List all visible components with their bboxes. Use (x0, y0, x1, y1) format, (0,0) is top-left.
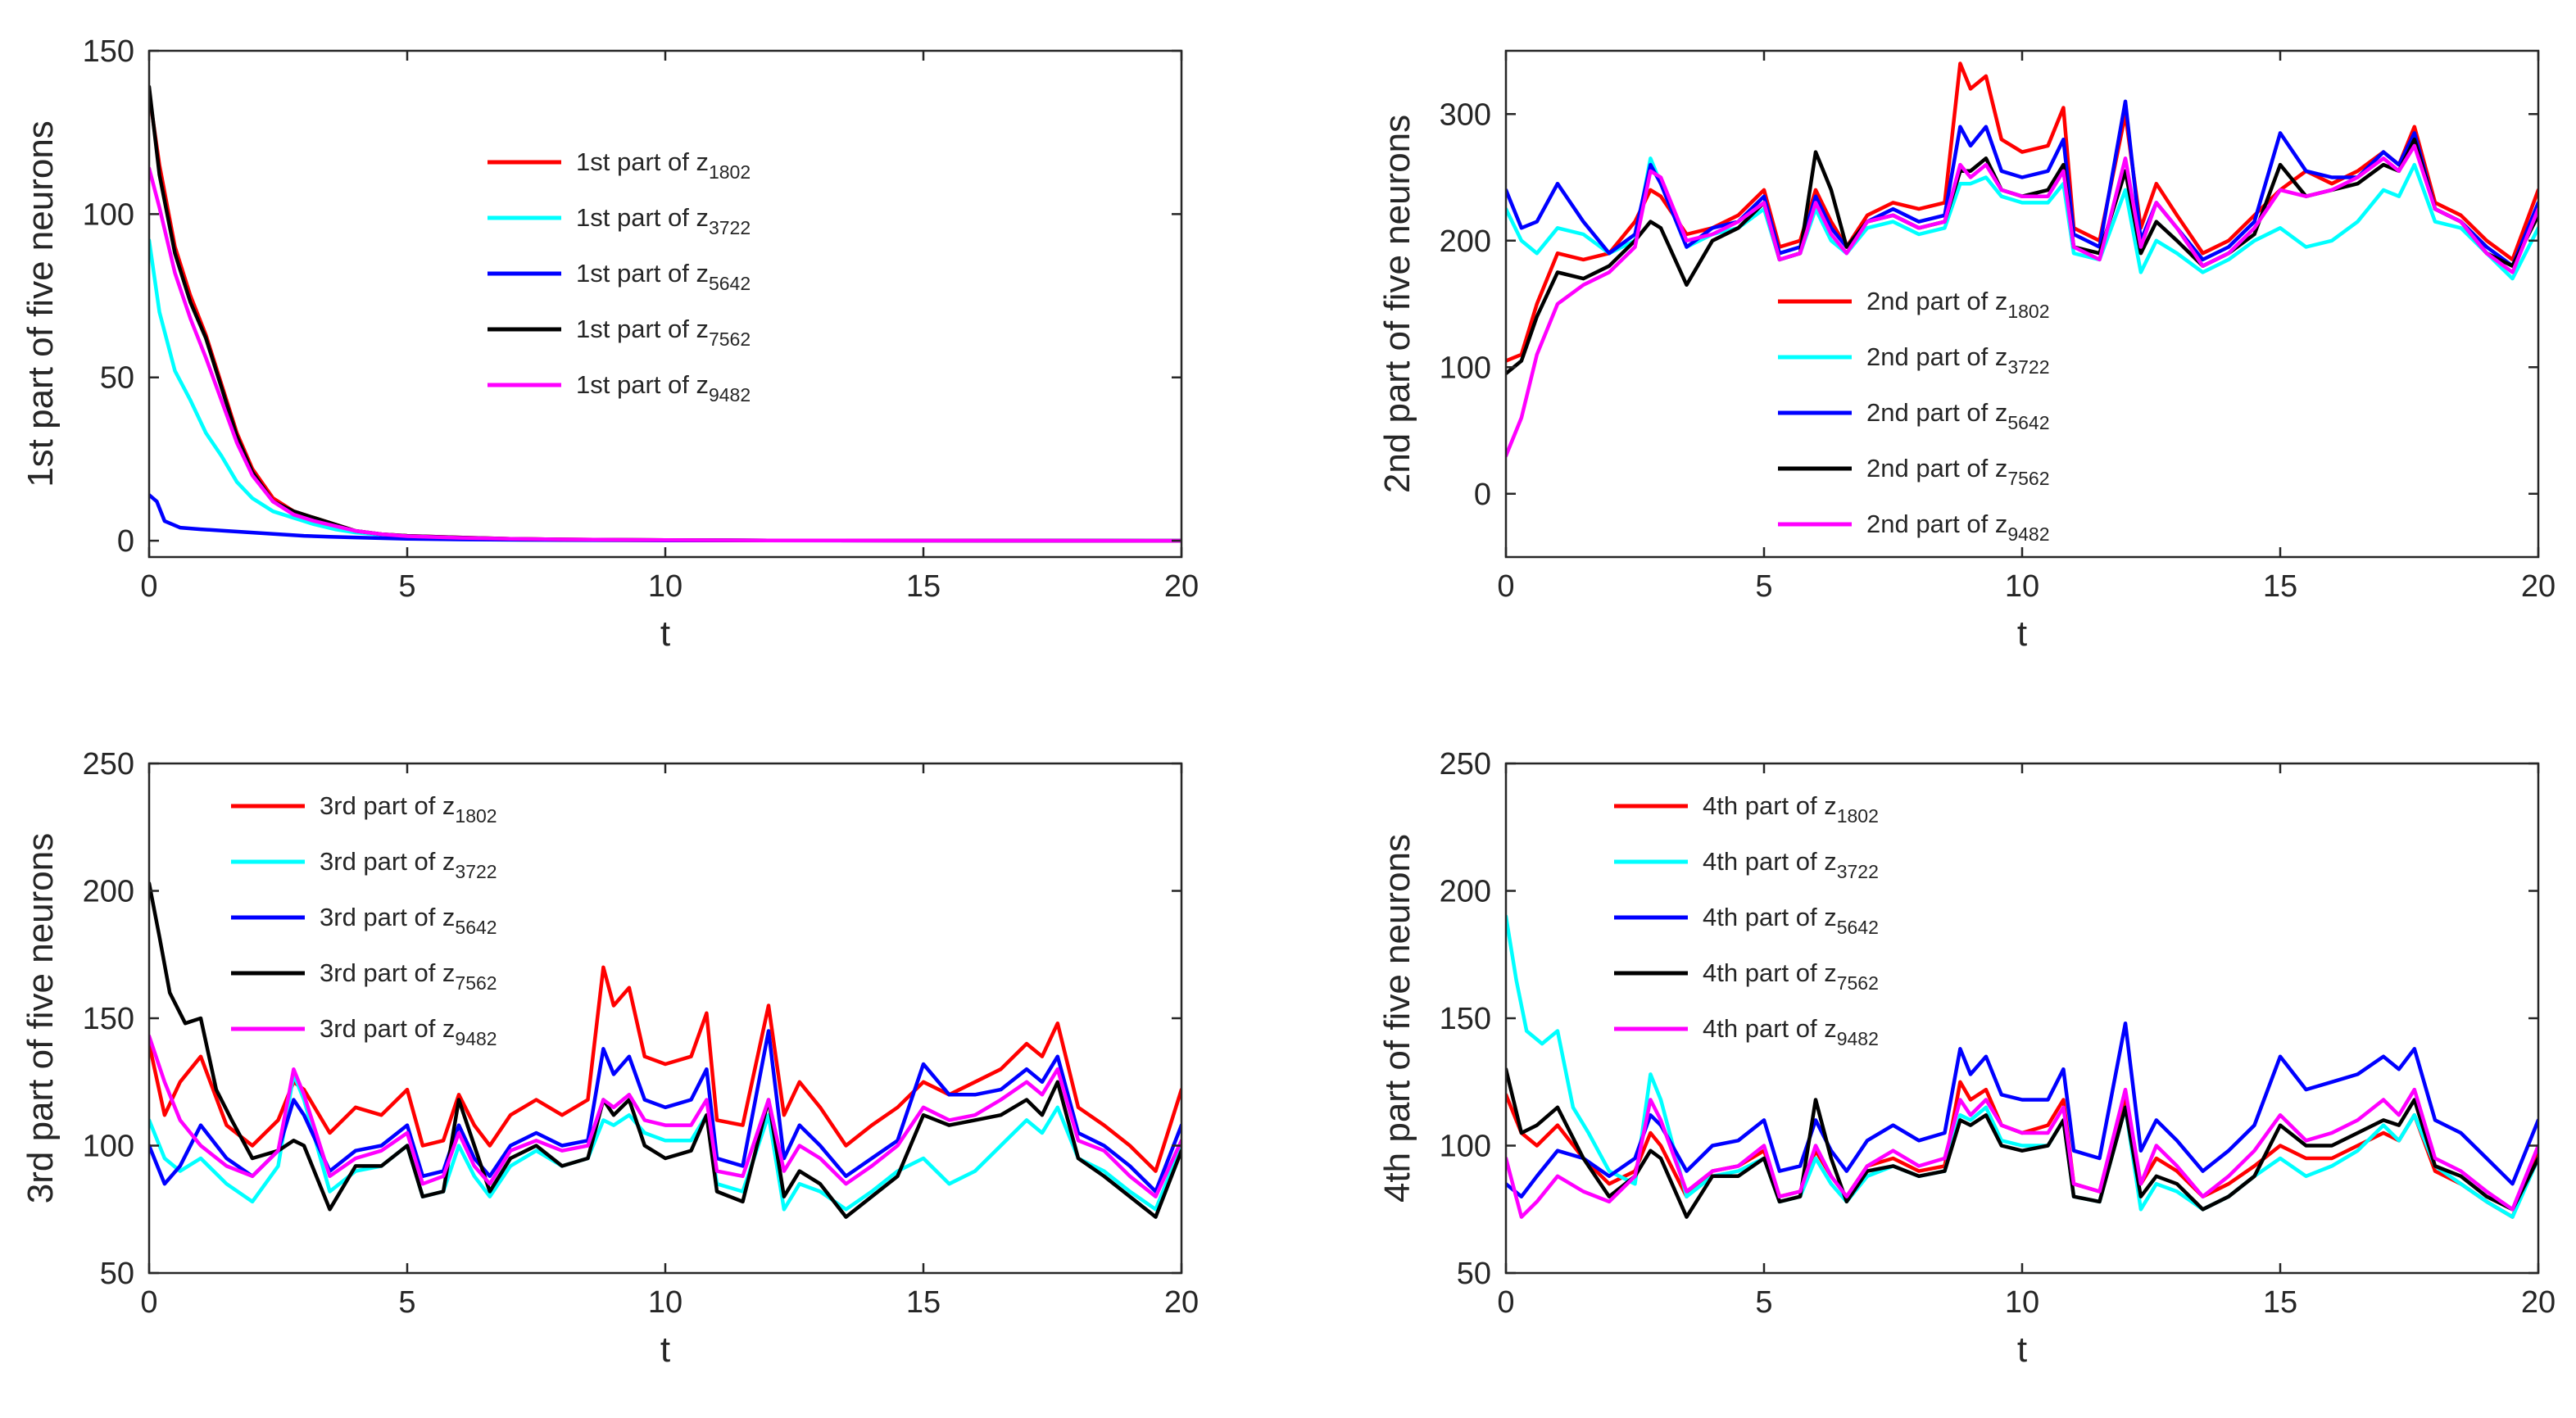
x-tick-label: 5 (398, 1285, 415, 1320)
x-axis-title: t (660, 1330, 670, 1370)
legend-entry-z5642: 2nd part of z5642 (1866, 398, 2050, 433)
y-tick-label: 150 (83, 1002, 134, 1036)
axes-box (147, 49, 1183, 559)
y-tick-label: 200 (83, 875, 134, 909)
x-tick-label: 0 (1497, 1285, 1514, 1320)
legend-entry-z3722: 4th part of z3722 (1703, 847, 1879, 882)
x-tick-label: 5 (1755, 1285, 1772, 1320)
y-tick-label: 100 (83, 197, 134, 232)
series-line-z5642 (149, 1029, 1181, 1194)
legend: 3rd part of z1802 3rd part of z3722 3rd pa… (231, 791, 497, 1049)
y-tick-label: 150 (1440, 1002, 1491, 1036)
x-tick-label: 0 (1497, 569, 1514, 604)
x-tick-label: 10 (2005, 569, 2039, 604)
x-tick-label: 0 (140, 569, 157, 604)
series-line-z9482 (1506, 143, 2538, 458)
series-line-z3722 (1506, 914, 2538, 1219)
legend-entry-z7562: 2nd part of z7562 (1866, 454, 2050, 489)
legend-entry-z1802: 3rd part of z1802 (320, 791, 497, 827)
legend-entry-z5642: 1st part of z5642 (576, 259, 751, 294)
y-tick-label: 200 (1440, 875, 1491, 909)
series-lines (1506, 914, 2538, 1219)
x-tick-label: 5 (398, 569, 415, 604)
y-tick-label: 50 (100, 361, 134, 396)
series-lines (149, 84, 1181, 543)
axes-box (1504, 762, 2540, 1275)
x-axis-title: t (660, 614, 670, 654)
series-line-z5642 (1506, 99, 2538, 268)
x-tick-label: 10 (648, 569, 683, 604)
x-tick-label: 5 (1755, 569, 1772, 604)
x-tick-label: 15 (906, 569, 941, 604)
x-tick-label: 15 (2263, 1285, 2297, 1320)
series-line-z1802 (1506, 1080, 2538, 1219)
legend-entry-z9482: 3rd part of z9482 (320, 1014, 497, 1049)
series-line-z7562 (1506, 1067, 2538, 1219)
x-tick-label: 15 (906, 1285, 941, 1320)
legend: 1st part of z1802 1st part of z3722 1st pa… (488, 147, 751, 405)
series-line-z7562 (149, 881, 1181, 1219)
legend: 4th part of z1802 4th part of z3722 4th pa… (1614, 791, 1879, 1049)
series-line-z1802 (1506, 61, 2538, 363)
series-line-z7562 (1506, 137, 2538, 376)
series-line-z5642 (1506, 1021, 2538, 1198)
y-axis-title: 4th part of five neurons (1377, 834, 1417, 1203)
y-tick-label: 0 (117, 524, 134, 559)
y-tick-label: 300 (1440, 97, 1491, 132)
legend-entry-z9482: 2nd part of z9482 (1866, 510, 2050, 545)
x-tick-label: 20 (1164, 1285, 1199, 1320)
series-line-z1802 (149, 965, 1181, 1173)
legend: 2nd part of z1802 2nd part of z3722 2nd pa… (1778, 287, 2050, 545)
x-axis-title: t (2017, 614, 2027, 654)
x-tick-label: 20 (1164, 569, 1199, 604)
y-tick-label: 100 (1440, 351, 1491, 385)
y-tick-label: 100 (83, 1130, 134, 1164)
y-tick-label: 250 (1440, 747, 1491, 781)
x-axis-title: t (2017, 1330, 2027, 1370)
y-tick-label: 150 (83, 34, 134, 69)
legend-entry-z3722: 2nd part of z3722 (1866, 342, 2050, 378)
y-axis-title: 3rd part of five neurons (20, 833, 61, 1203)
legend-entry-z1802: 1st part of z1802 (576, 147, 751, 183)
series-line-z9482 (1506, 1087, 2538, 1219)
axes-box (147, 762, 1183, 1275)
legend-entry-z7562: 4th part of z7562 (1703, 958, 1879, 994)
series-lines (149, 881, 1181, 1219)
series-line-z9482 (149, 166, 1181, 543)
legend-entry-z3722: 3rd part of z3722 (320, 847, 497, 882)
series-line-z9482 (149, 1034, 1181, 1198)
y-tick-label: 200 (1440, 224, 1491, 259)
x-tick-label: 15 (2263, 569, 2297, 604)
y-tick-label: 50 (100, 1257, 134, 1291)
y-tick-label: 0 (1474, 478, 1491, 512)
legend-entry-z5642: 4th part of z5642 (1703, 903, 1879, 938)
y-tick-label: 50 (1457, 1257, 1491, 1291)
legend-entry-z7562: 1st part of z7562 (576, 315, 751, 350)
x-tick-label: 10 (648, 1285, 683, 1320)
x-tick-label: 20 (2521, 569, 2556, 604)
x-tick-label: 10 (2005, 1285, 2039, 1320)
x-tick-label: 20 (2521, 1285, 2556, 1320)
legend-entry-z9482: 4th part of z9482 (1703, 1014, 1879, 1049)
x-tick-label: 0 (140, 1285, 157, 1320)
legend-entry-z5642: 3rd part of z5642 (320, 903, 497, 938)
chart-panel-4: 0 5 10 15 20 50 100 150 200 250 t 4th part of five … (1377, 747, 2556, 1370)
y-tick-label: 250 (83, 747, 134, 781)
chart-panel-1: 0 5 10 15 20 0 50 100 150 t 1st part of five neuro… (20, 34, 1199, 654)
legend-entry-z9482: 1st part of z9482 (576, 370, 751, 405)
legend-entry-z3722: 1st part of z3722 (576, 203, 751, 238)
series-lines (1506, 61, 2538, 458)
legend-entry-z1802: 2nd part of z1802 (1866, 287, 2050, 322)
y-tick-label: 100 (1440, 1130, 1491, 1164)
legend-entry-z1802: 4th part of z1802 (1703, 791, 1879, 827)
legend-entry-z7562: 3rd part of z7562 (320, 958, 497, 994)
chart-panel-3: 0 5 10 15 20 50 100 150 200 250 t 3rd part of five … (20, 747, 1199, 1370)
y-axis-title: 2nd part of five neurons (1377, 115, 1417, 493)
y-axis-title: 1st part of five neurons (20, 120, 61, 487)
